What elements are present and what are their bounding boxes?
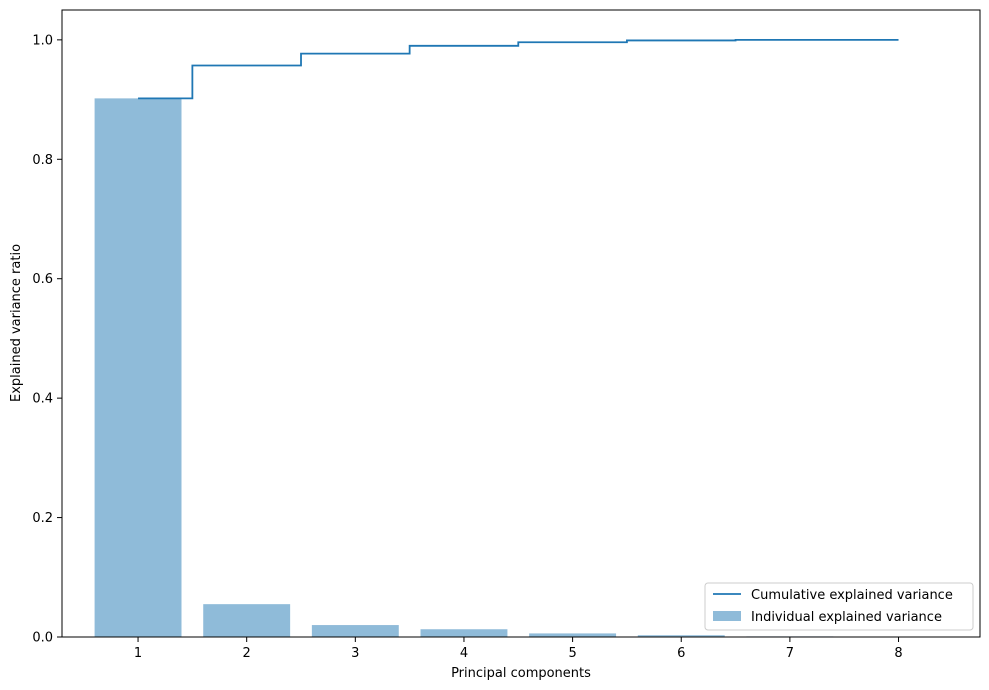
y-tick-label-1: 0.2 <box>32 511 53 526</box>
axes-frame <box>61 9 981 638</box>
y-tick-label-2: 0.4 <box>32 392 53 407</box>
bar-pc-5 <box>529 633 617 637</box>
legend-label-cumulative: Cumulative explained variance <box>751 588 953 603</box>
bar-pc-3 <box>311 625 399 637</box>
y-axis-label: Explained variance ratio <box>9 244 24 402</box>
x-axis-label: Principal components <box>451 666 591 681</box>
bar-pc-6 <box>637 635 725 637</box>
y-tick-label-3: 0.6 <box>32 272 53 287</box>
x-tick-label-1: 1 <box>134 646 142 661</box>
legend-patch-swatch <box>713 611 741 621</box>
y-tick-label-0: 0.0 <box>32 631 53 646</box>
bar-pc-1 <box>94 98 182 637</box>
y-axis: 0.0 0.2 0.4 0.6 0.8 1.0 <box>32 33 62 646</box>
bar-series <box>94 98 942 637</box>
x-axis: 1 2 3 4 5 6 7 8 <box>134 637 903 661</box>
x-tick-label-5: 5 <box>568 646 576 661</box>
legend: Cumulative explained variance Individual… <box>704 582 974 631</box>
bar-pc-2 <box>203 604 291 637</box>
x-tick-label-8: 8 <box>894 646 902 661</box>
x-tick-label-6: 6 <box>677 646 685 661</box>
x-tick-label-2: 2 <box>243 646 251 661</box>
legend-label-individual: Individual explained variance <box>751 610 942 625</box>
x-tick-label-3: 3 <box>351 646 359 661</box>
cumulative-step-line <box>138 38 899 100</box>
bar-pc-4 <box>420 629 508 637</box>
cumulative-step-series <box>138 38 899 100</box>
x-tick-label-4: 4 <box>460 646 468 661</box>
y-tick-label-5: 1.0 <box>32 33 53 48</box>
legend-box <box>704 582 974 631</box>
y-tick-label-4: 0.8 <box>32 153 53 168</box>
x-tick-label-7: 7 <box>786 646 794 661</box>
